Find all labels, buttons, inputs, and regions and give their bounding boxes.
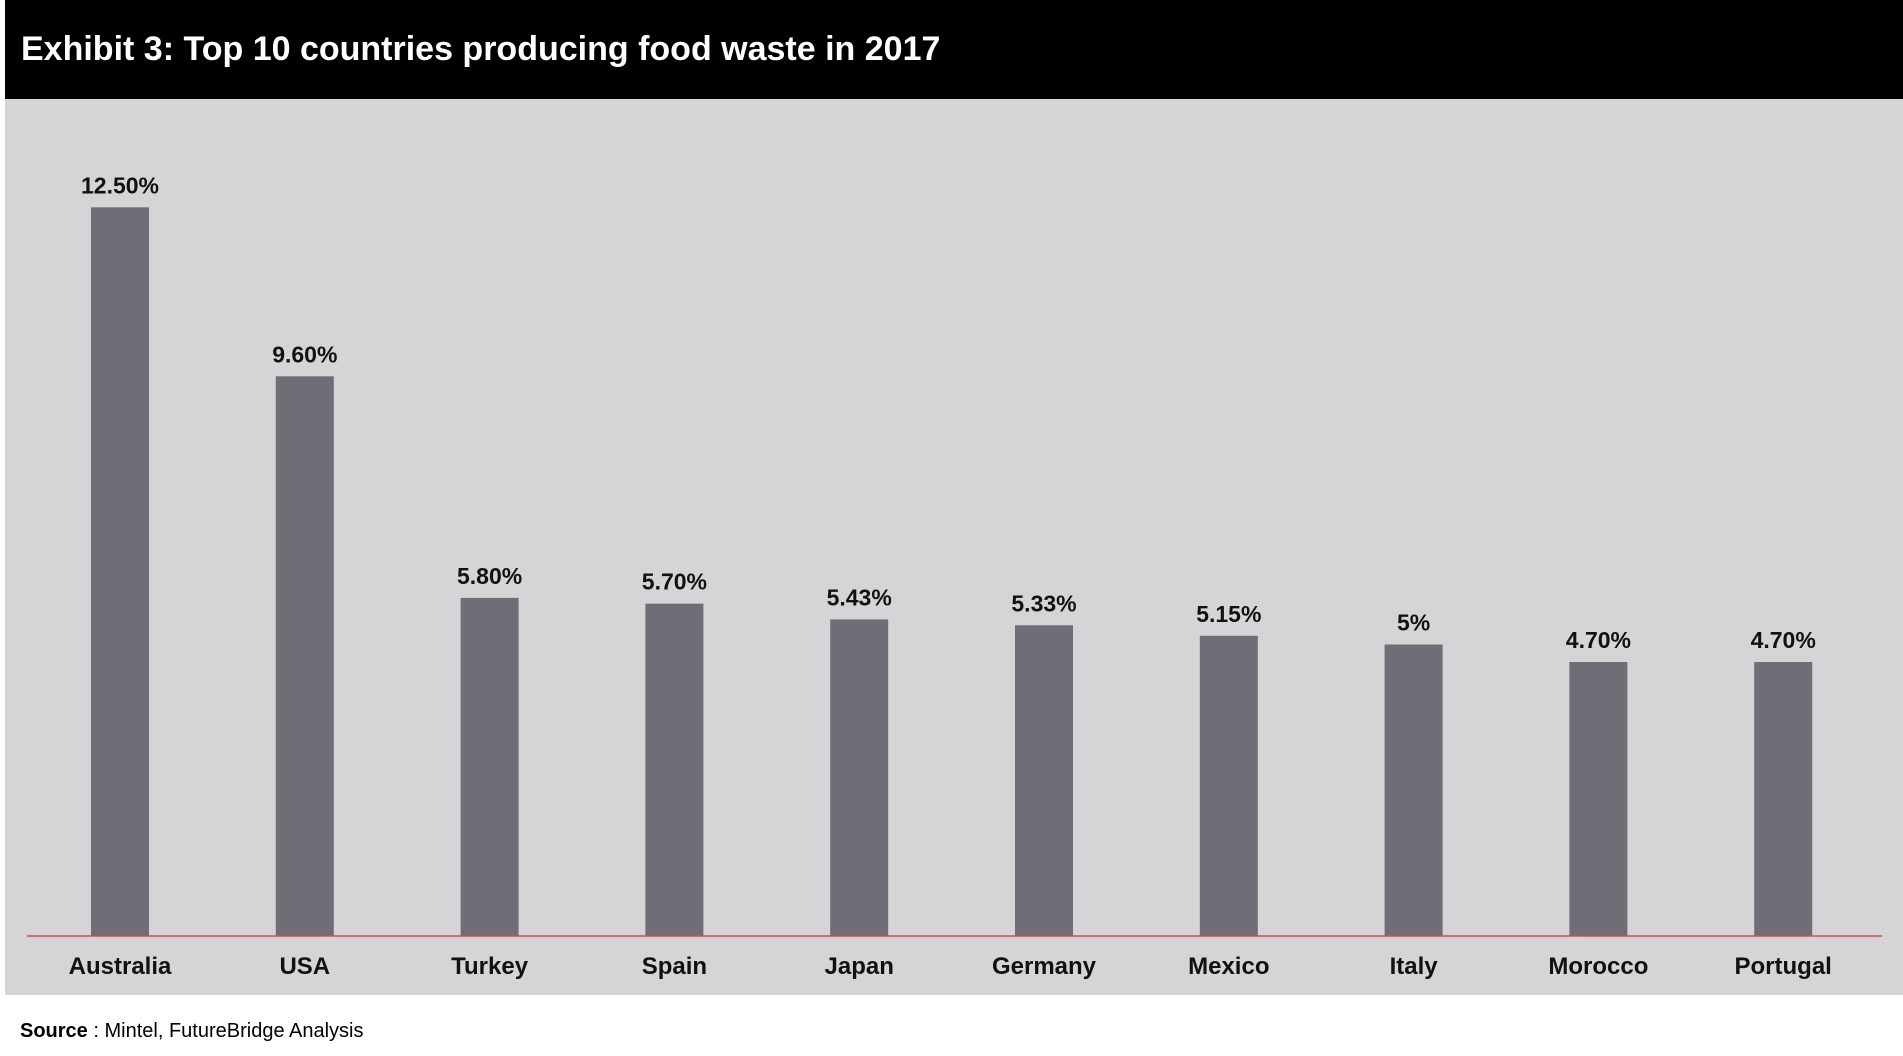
chart-title: Exhibit 3: Top 10 countries producing fo… <box>21 30 941 68</box>
category-label: Germany <box>992 953 1097 980</box>
category-label: Turkey <box>451 953 529 980</box>
bar-usa <box>275 376 334 936</box>
data-label: 5.80% <box>457 563 522 589</box>
data-label: 9.60% <box>272 341 337 367</box>
chart-area: 12.50% Australia 9.60% USA 5.80% Turkey 5.70% S… <box>5 99 1903 995</box>
bar-portugal <box>1754 662 1813 936</box>
data-label: 5.33% <box>1011 590 1076 616</box>
category-label: USA <box>279 953 330 980</box>
category-label: Italy <box>1390 953 1439 980</box>
category-label: Japan <box>825 953 894 980</box>
bar-chart: 12.50% Australia 9.60% USA 5.80% Turkey 5.70% S… <box>27 172 1882 980</box>
bar-italy <box>1384 644 1443 936</box>
data-label: 5.70% <box>642 569 707 595</box>
category-label: Spain <box>642 953 707 980</box>
data-label: 4.70% <box>1751 627 1816 653</box>
data-label: 5.43% <box>827 584 892 610</box>
category-label: Morocco <box>1548 953 1648 980</box>
bar-morocco <box>1569 662 1628 936</box>
category-label: Australia <box>69 953 172 980</box>
bar-mexico <box>1199 635 1258 936</box>
data-label: 12.50% <box>81 172 159 198</box>
data-label: 5% <box>1397 610 1430 636</box>
source-text: : Mintel, FutureBridge Analysis <box>87 1020 364 1042</box>
category-label: Mexico <box>1188 953 1269 980</box>
data-label: 5.15% <box>1196 601 1261 627</box>
bar-japan <box>830 619 889 936</box>
source-label: Source <box>20 1020 88 1042</box>
bar-australia <box>91 207 149 937</box>
bar-spain <box>645 603 704 936</box>
bar-germany <box>1015 625 1073 936</box>
category-label: Portugal <box>1735 953 1832 980</box>
bar-turkey <box>460 597 519 936</box>
source-note: Source : Mintel, FutureBridge Analysis <box>20 1020 364 1043</box>
title-bar: Exhibit 3: Top 10 countries producing fo… <box>5 0 1903 99</box>
data-label: 4.70% <box>1566 627 1631 653</box>
